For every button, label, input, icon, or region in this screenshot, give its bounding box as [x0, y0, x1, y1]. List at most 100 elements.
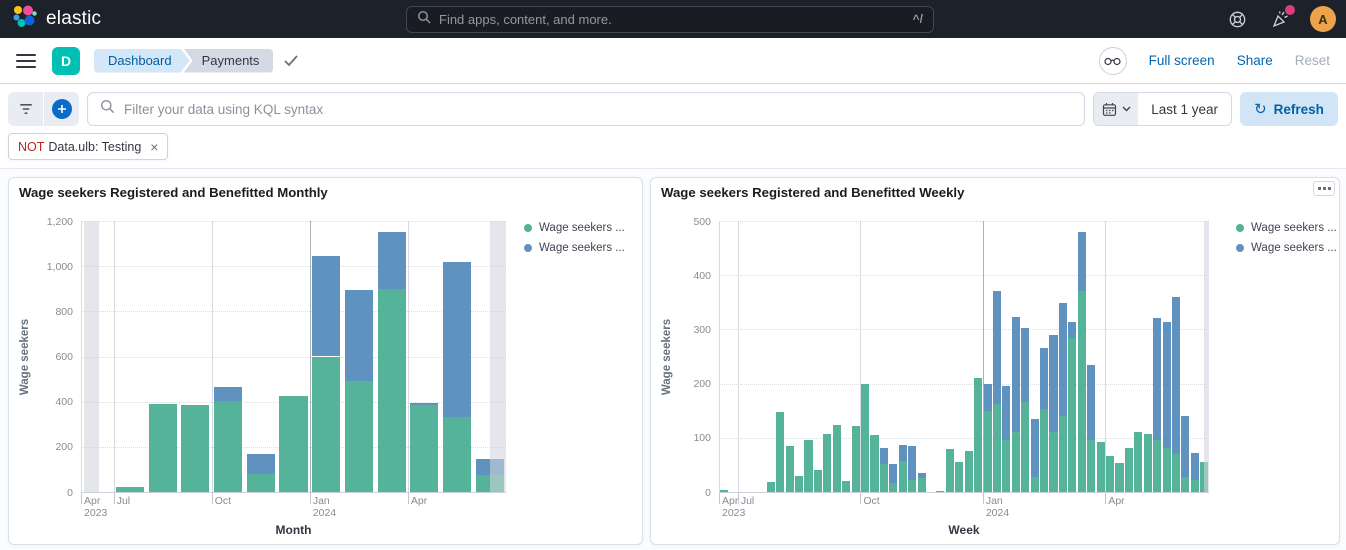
bar-blue[interactable] — [879, 447, 888, 464]
refresh-button[interactable]: ↻ Refresh — [1240, 92, 1338, 126]
bar-blue[interactable] — [908, 446, 917, 480]
bar-green[interactable] — [1096, 441, 1105, 492]
reset-button[interactable]: Reset — [1294, 53, 1330, 68]
bar-green[interactable] — [992, 404, 1002, 492]
bar-green[interactable] — [1143, 434, 1152, 492]
legend-item[interactable]: Wage seekers ... — [1236, 242, 1337, 254]
bar-green[interactable] — [312, 356, 341, 492]
bar-green[interactable] — [1021, 402, 1030, 492]
bar-blue[interactable] — [246, 453, 275, 474]
filter-fields-button[interactable] — [8, 92, 43, 126]
avatar[interactable]: A — [1310, 6, 1336, 32]
bar-green[interactable] — [776, 411, 785, 492]
bar-green[interactable] — [1058, 415, 1067, 492]
bar-green[interactable] — [1002, 439, 1011, 492]
bar-green[interactable] — [1153, 439, 1162, 492]
bar-green[interactable] — [1115, 463, 1124, 492]
saved-check-icon[interactable] — [283, 54, 299, 67]
bar-green[interactable] — [766, 481, 775, 492]
bar-blue[interactable] — [1040, 347, 1049, 410]
bar-green[interactable] — [377, 288, 406, 492]
filter-pill[interactable]: NOT Data.ulb: Testing × — [8, 133, 169, 160]
legend-item[interactable]: Wage seekers ... — [1236, 222, 1337, 234]
bar-green[interactable] — [1134, 431, 1143, 492]
breadcrumb-payments[interactable]: Payments — [183, 48, 274, 73]
bar-blue[interactable] — [1002, 385, 1011, 440]
bar-blue[interactable] — [410, 402, 439, 406]
bar-green[interactable] — [1068, 337, 1077, 492]
bar-green[interactable] — [861, 383, 870, 492]
bar-green[interactable] — [1077, 291, 1086, 492]
global-search-input[interactable]: Find apps, content, and more. ^/ — [406, 5, 934, 33]
bar-green[interactable] — [719, 490, 728, 492]
bar-blue[interactable] — [344, 289, 373, 382]
bar-blue[interactable] — [1011, 316, 1020, 432]
bar-green[interactable] — [1030, 476, 1039, 492]
bar-green[interactable] — [344, 381, 373, 492]
bar-blue[interactable] — [917, 473, 926, 478]
bar-green[interactable] — [879, 463, 888, 492]
bar-blue[interactable] — [983, 383, 992, 411]
bar-green[interactable] — [1106, 456, 1115, 492]
bar-blue[interactable] — [1021, 327, 1030, 403]
bar-green[interactable] — [246, 473, 275, 492]
bar-green[interactable] — [795, 475, 804, 492]
bar-blue[interactable] — [214, 386, 243, 401]
bar-green[interactable] — [410, 405, 439, 492]
bar-green[interactable] — [1087, 439, 1096, 492]
bar-green[interactable] — [1124, 447, 1133, 492]
bar-blue[interactable] — [1077, 231, 1086, 292]
bar-green[interactable] — [823, 434, 832, 492]
bar-green[interactable] — [983, 410, 992, 492]
full-screen-button[interactable]: Full screen — [1148, 53, 1215, 68]
bar-green[interactable] — [945, 448, 954, 492]
bar-green[interactable] — [1040, 409, 1049, 492]
share-button[interactable]: Share — [1236, 53, 1273, 68]
bar-blue[interactable] — [1162, 322, 1171, 448]
bar-green[interactable] — [1171, 454, 1181, 492]
bar-blue[interactable] — [442, 261, 471, 418]
bar-green[interactable] — [908, 479, 917, 492]
time-range-value[interactable]: Last 1 year — [1151, 101, 1218, 117]
bar-blue[interactable] — [1153, 318, 1162, 440]
bar-green[interactable] — [964, 451, 973, 492]
bar-blue[interactable] — [1181, 415, 1190, 477]
breadcrumb-dashboard[interactable]: Dashboard — [94, 49, 190, 73]
bar-green[interactable] — [785, 445, 794, 492]
kql-query-input[interactable]: Filter your data using KQL syntax — [87, 92, 1086, 126]
menu-icon[interactable] — [16, 53, 36, 68]
add-filter-button[interactable] — [44, 92, 79, 126]
bar-green[interactable] — [955, 462, 964, 492]
bar-green[interactable] — [148, 403, 177, 492]
bar-blue[interactable] — [1058, 303, 1067, 416]
bar-green[interactable] — [804, 439, 813, 492]
bar-blue[interactable] — [377, 232, 406, 289]
bar-green[interactable] — [851, 425, 860, 492]
bar-green[interactable] — [842, 481, 851, 492]
bar-blue[interactable] — [1087, 365, 1096, 440]
bar-blue[interactable] — [889, 463, 898, 483]
bar-green[interactable] — [115, 487, 145, 492]
app-badge[interactable]: D — [52, 46, 80, 75]
bar-green[interactable] — [889, 482, 898, 492]
calendar-menu-button[interactable] — [1094, 93, 1139, 125]
bar-green[interactable] — [832, 424, 841, 492]
bar-blue[interactable] — [1049, 334, 1058, 432]
bar-green[interactable] — [1011, 431, 1020, 492]
bar-green[interactable] — [917, 477, 926, 492]
bar-green[interactable] — [181, 405, 210, 492]
bar-blue[interactable] — [1030, 418, 1039, 477]
elastic-brand[interactable]: elastic — [12, 4, 101, 34]
close-icon[interactable]: × — [150, 138, 159, 155]
bar-green[interactable] — [936, 490, 945, 492]
bar-blue[interactable] — [1171, 296, 1181, 455]
bar-green[interactable] — [1049, 431, 1058, 492]
bar-blue[interactable] — [898, 444, 907, 462]
bar-green[interactable] — [870, 435, 879, 492]
bar-blue[interactable] — [1190, 452, 1199, 480]
bar-green[interactable] — [813, 470, 822, 492]
bar-green[interactable] — [974, 378, 983, 492]
bar-blue[interactable] — [1068, 321, 1077, 338]
legend-item[interactable]: Wage seekers ... — [524, 222, 625, 234]
bar-green[interactable] — [898, 461, 907, 492]
